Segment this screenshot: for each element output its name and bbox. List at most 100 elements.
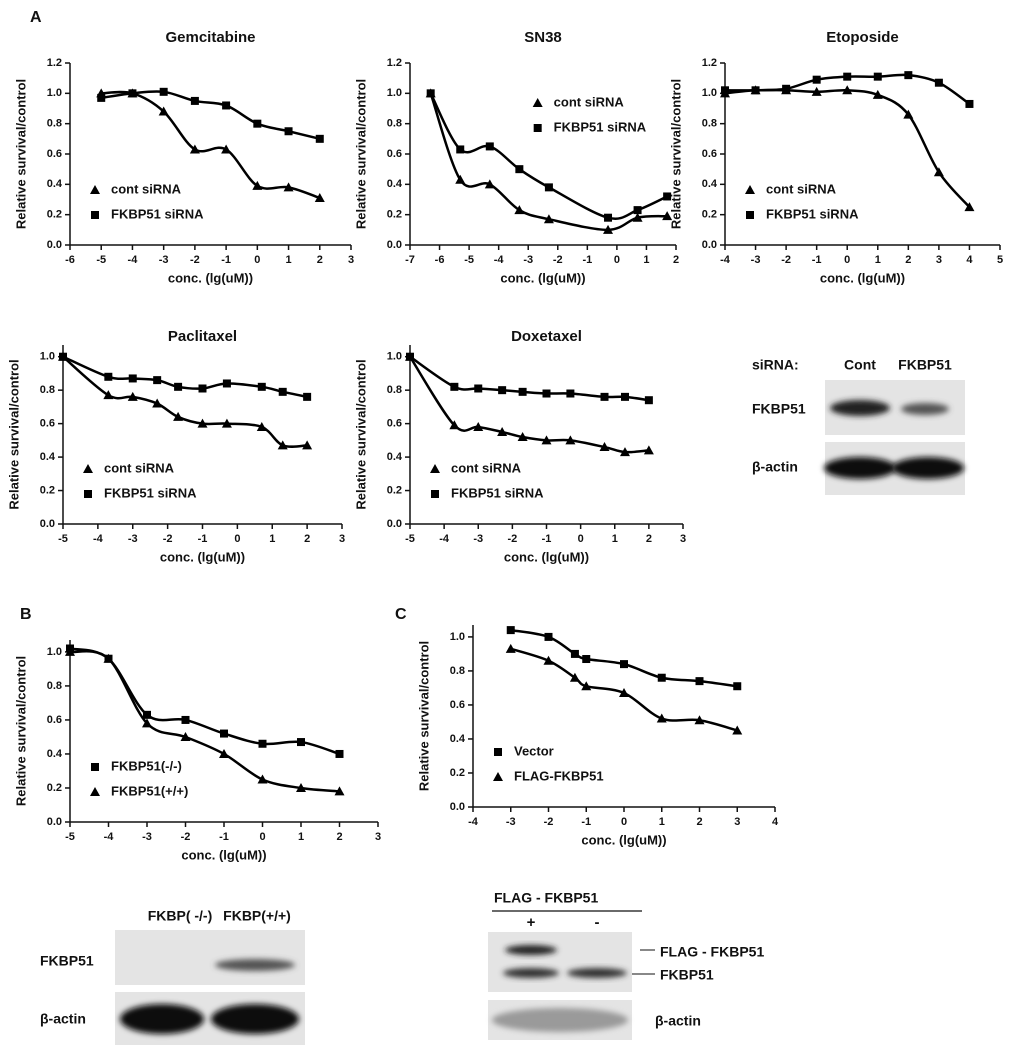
blot-header: FKBP(+/+)	[223, 908, 291, 924]
data-point	[632, 212, 643, 222]
y-tick-label: 0.2	[40, 484, 55, 496]
legend-label: cont siRNA	[104, 460, 175, 475]
x-tick-label: 0	[621, 816, 627, 828]
data-point	[620, 660, 628, 669]
blot-band	[503, 968, 559, 978]
data-point	[189, 144, 200, 154]
data-point	[732, 725, 743, 735]
data-point	[257, 382, 266, 391]
data-point	[604, 213, 613, 222]
legend-marker	[745, 185, 755, 194]
data-point	[159, 87, 168, 96]
legend-label: FLAG-FKBP51	[514, 768, 604, 783]
data-point	[619, 447, 630, 457]
x-tick-label: -4	[468, 816, 479, 828]
data-point	[158, 106, 169, 116]
x-axis-label: conc. (lg(uM))	[168, 270, 253, 285]
data-point	[514, 205, 525, 215]
y-tick-label: 1.2	[702, 57, 717, 69]
legend-marker	[91, 211, 99, 219]
y-tick-label: 0.6	[47, 148, 62, 160]
data-point	[315, 134, 324, 143]
x-tick-label: -5	[464, 254, 474, 266]
legend-marker	[83, 464, 93, 473]
data-point	[485, 142, 494, 151]
x-tick-label: 2	[905, 254, 911, 266]
x-tick-label: 1	[269, 533, 275, 545]
x-tick-label: -5	[58, 533, 68, 545]
y-tick-label: 1.2	[47, 57, 62, 69]
data-point	[278, 387, 287, 396]
data-point	[222, 379, 231, 388]
lane-label: +	[527, 914, 536, 931]
x-tick-label: -3	[128, 533, 138, 545]
x-tick-label: 2	[673, 254, 679, 266]
blot-header: FLAG - FKBP51	[494, 890, 598, 906]
data-point	[904, 71, 913, 80]
legend-marker	[90, 787, 100, 796]
x-tick-label: 2	[646, 533, 652, 545]
data-point	[644, 396, 653, 405]
blot-panel	[115, 930, 305, 985]
x-tick-label: -1	[542, 533, 552, 545]
y-axis-label: Relative survival/control	[13, 79, 28, 229]
x-tick-label: 0	[234, 533, 240, 545]
data-point	[933, 167, 944, 177]
legend-marker	[746, 211, 754, 219]
data-point	[515, 165, 524, 174]
data-point	[565, 435, 576, 445]
y-tick-label: 0.4	[387, 451, 403, 463]
y-tick-label: 0.0	[40, 518, 55, 530]
x-tick-label: -4	[439, 533, 450, 545]
x-tick-label: -1	[581, 816, 591, 828]
data-point	[965, 99, 974, 108]
blot-header: Cont	[844, 357, 876, 373]
data-point	[812, 75, 821, 84]
x-tick-label: -2	[507, 533, 517, 545]
data-point	[473, 421, 484, 431]
data-point	[733, 682, 742, 691]
data-point	[257, 774, 268, 784]
x-tick-label: -2	[781, 254, 791, 266]
x-tick-label: -1	[198, 533, 208, 545]
data-point	[284, 127, 293, 136]
data-point	[174, 382, 183, 391]
x-axis-label: conc. (lg(uM))	[581, 832, 666, 847]
fit-curve	[429, 92, 668, 232]
data-point	[543, 655, 554, 665]
data-point	[103, 390, 114, 400]
y-axis-label: Relative survival/control	[353, 359, 368, 509]
data-point	[619, 688, 629, 698]
legend-marker	[533, 124, 542, 132]
x-tick-label: 0	[614, 254, 620, 266]
data-point	[873, 72, 882, 81]
blot-band	[567, 968, 627, 978]
y-tick-label: 0.0	[387, 518, 402, 530]
x-tick-label: 2	[304, 533, 310, 545]
y-axis-label: Relative survival/control	[353, 79, 368, 229]
data-point	[456, 145, 465, 154]
panel-label: B	[20, 606, 32, 623]
data-point	[314, 192, 325, 202]
data-point	[253, 119, 262, 128]
data-point	[518, 387, 527, 396]
data-point	[455, 174, 466, 184]
band-label: FKBP51	[660, 967, 714, 983]
data-point	[198, 384, 207, 393]
x-tick-label: -1	[582, 254, 592, 266]
x-tick-label: -6	[435, 254, 445, 266]
x-axis-label: conc. (lg(uM))	[500, 270, 585, 285]
x-tick-label: -7	[405, 254, 415, 266]
y-tick-label: 1.0	[702, 87, 717, 99]
y-tick-label: 0.8	[387, 384, 402, 396]
legend-label: cont siRNA	[554, 94, 625, 109]
data-point	[569, 672, 580, 682]
data-point	[128, 89, 137, 98]
data-point	[695, 677, 704, 686]
y-tick-label: 0.0	[450, 801, 465, 813]
data-point	[283, 182, 294, 192]
x-tick-label: -4	[104, 831, 115, 843]
fit-curve	[429, 92, 668, 220]
y-tick-label: 0.4	[47, 748, 63, 760]
blot-row-label: β-actin	[655, 1013, 701, 1029]
